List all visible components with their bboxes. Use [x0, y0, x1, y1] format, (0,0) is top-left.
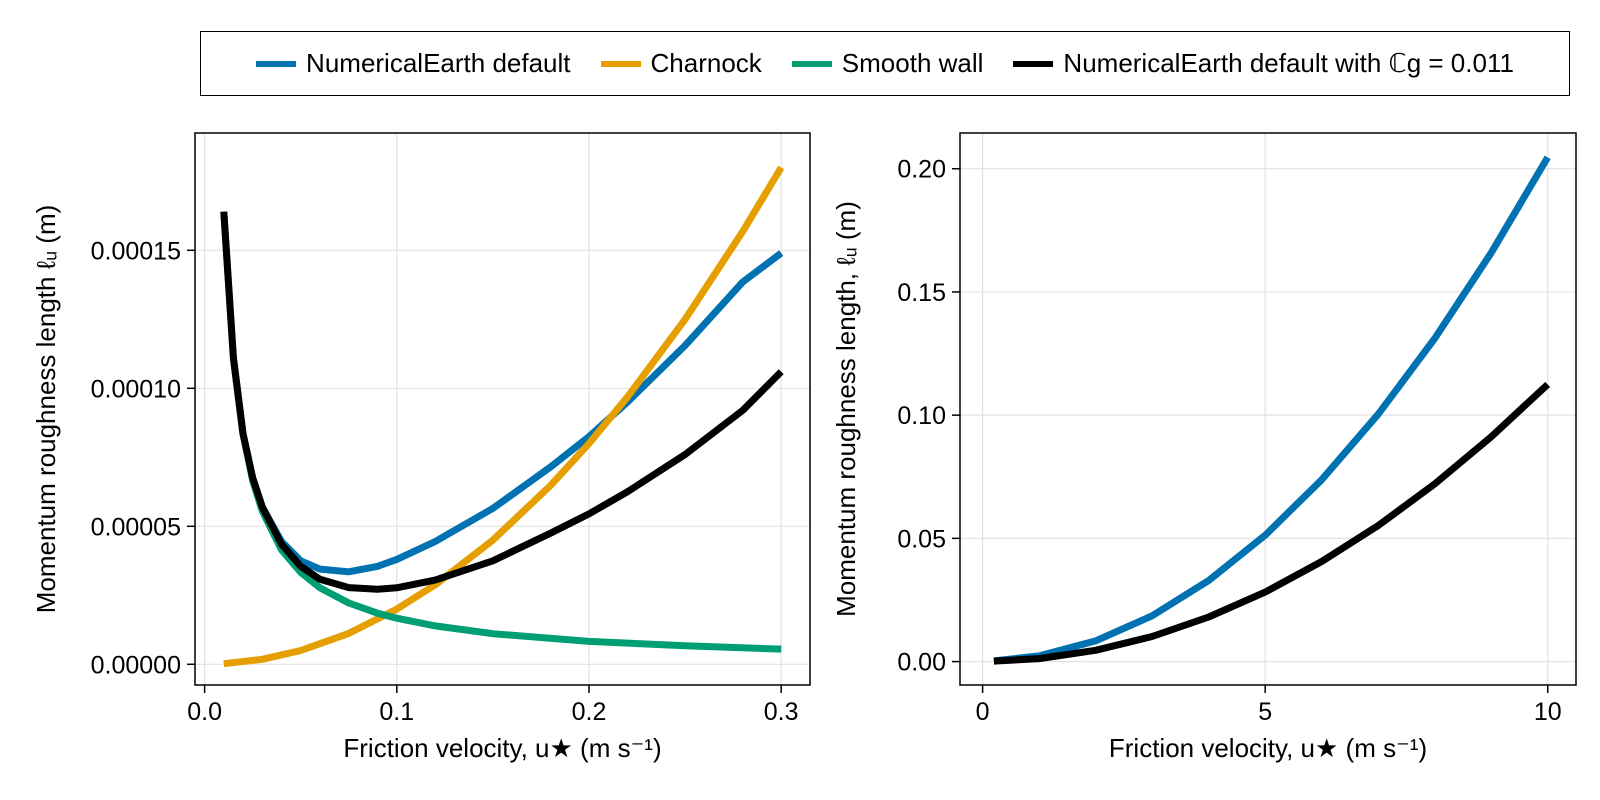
legend-item-smooth-wall: Smooth wall: [791, 48, 984, 79]
legend-swatch: [791, 60, 832, 67]
chart-panel-1: 0.0 0.1 0.2 0.3 0.00000 0.00005 0.00010 0.00015…: [31, 132, 811, 763]
y-tick-label: 0.00015: [91, 237, 181, 265]
legend-label: Charnock: [650, 48, 762, 78]
y-tick-label: 0.00000: [91, 651, 181, 679]
series-line-numericalearth-default: [220, 211, 784, 576]
x-tick-label: 0.3: [764, 698, 799, 726]
x-axis-label: Friction velocity, u★ (m s⁻¹): [1109, 733, 1427, 763]
y-axis-label: Momentum roughness length ℓᵤ (m): [31, 205, 61, 614]
legend-swatch: [256, 60, 297, 67]
y-tick-label: 0.00010: [91, 375, 181, 403]
plot-frame: [194, 132, 811, 686]
legend-item-numericalearth-cg: NumericalEarth default with ℂg = 0.011: [1013, 48, 1514, 79]
y-tick-label: 0.10: [897, 402, 946, 430]
chart-panel-2: 0 5 10 0.00 0.05 0.10 0.15 0.20 Friction velocit…: [831, 132, 1577, 763]
legend-label: Smooth wall: [841, 48, 984, 78]
plot-frame: [959, 132, 1577, 686]
x-tick-label: 5: [1258, 698, 1272, 726]
legend-label: NumericalEarth default: [306, 48, 571, 78]
series-line-charnock: [223, 165, 785, 668]
series-line-numericalearth-default-with-g-0-011: [993, 381, 1551, 665]
series-line-numericalearth-default-with-g-0-011: [220, 211, 784, 593]
x-axis-label: Friction velocity, u★ (m s⁻¹): [343, 733, 661, 763]
y-tick-label: 0.00005: [91, 513, 181, 541]
series-line-numericalearth-default: [993, 155, 1551, 665]
y-tick-label: 0.20: [897, 156, 946, 184]
x-tick-label: 0: [976, 698, 990, 726]
x-tick-label: 0.1: [379, 698, 414, 726]
legend-swatch: [600, 60, 641, 67]
x-tick-label: 10: [1534, 698, 1562, 726]
legend: NumericalEarth default Charnock Smooth w…: [200, 31, 1570, 96]
y-tick-label: 0.00: [897, 649, 946, 677]
legend-item-numericalearth-default: NumericalEarth default: [256, 48, 571, 79]
y-tick-label: 0.15: [897, 279, 946, 307]
legend-item-charnock: Charnock: [600, 48, 762, 79]
legend-label: NumericalEarth default with ℂg = 0.011: [1063, 48, 1514, 78]
series-line-smooth-wall: [229, 357, 782, 653]
legend-swatch: [1013, 60, 1054, 67]
x-tick-label: 0.2: [572, 698, 607, 726]
x-tick-label: 0.0: [187, 698, 222, 726]
y-tick-label: 0.05: [897, 525, 946, 553]
y-axis-label: Momentum roughness length, ℓᵤ (m): [831, 201, 861, 617]
